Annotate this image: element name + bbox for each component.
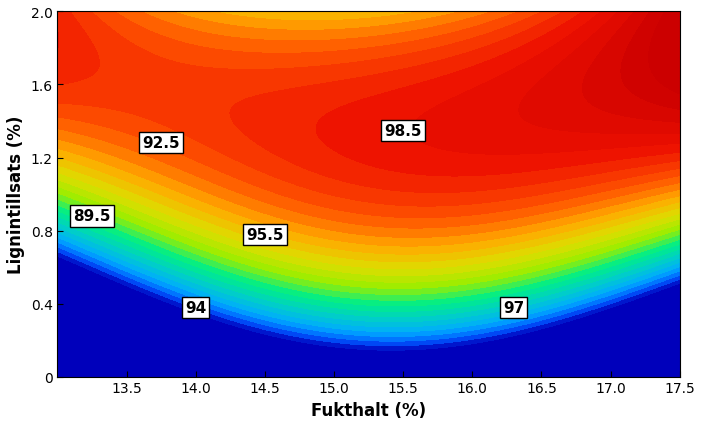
Text: 89.5: 89.5 (73, 209, 111, 224)
Text: 92.5: 92.5 (143, 136, 180, 151)
X-axis label: Fukthalt (%): Fukthalt (%) (311, 401, 426, 419)
Text: 95.5: 95.5 (246, 227, 284, 242)
Text: 98.5: 98.5 (385, 124, 422, 138)
Y-axis label: Lignintillsats (%): Lignintillsats (%) (7, 115, 25, 273)
Text: 94: 94 (185, 300, 206, 315)
Text: 97: 97 (503, 300, 524, 315)
